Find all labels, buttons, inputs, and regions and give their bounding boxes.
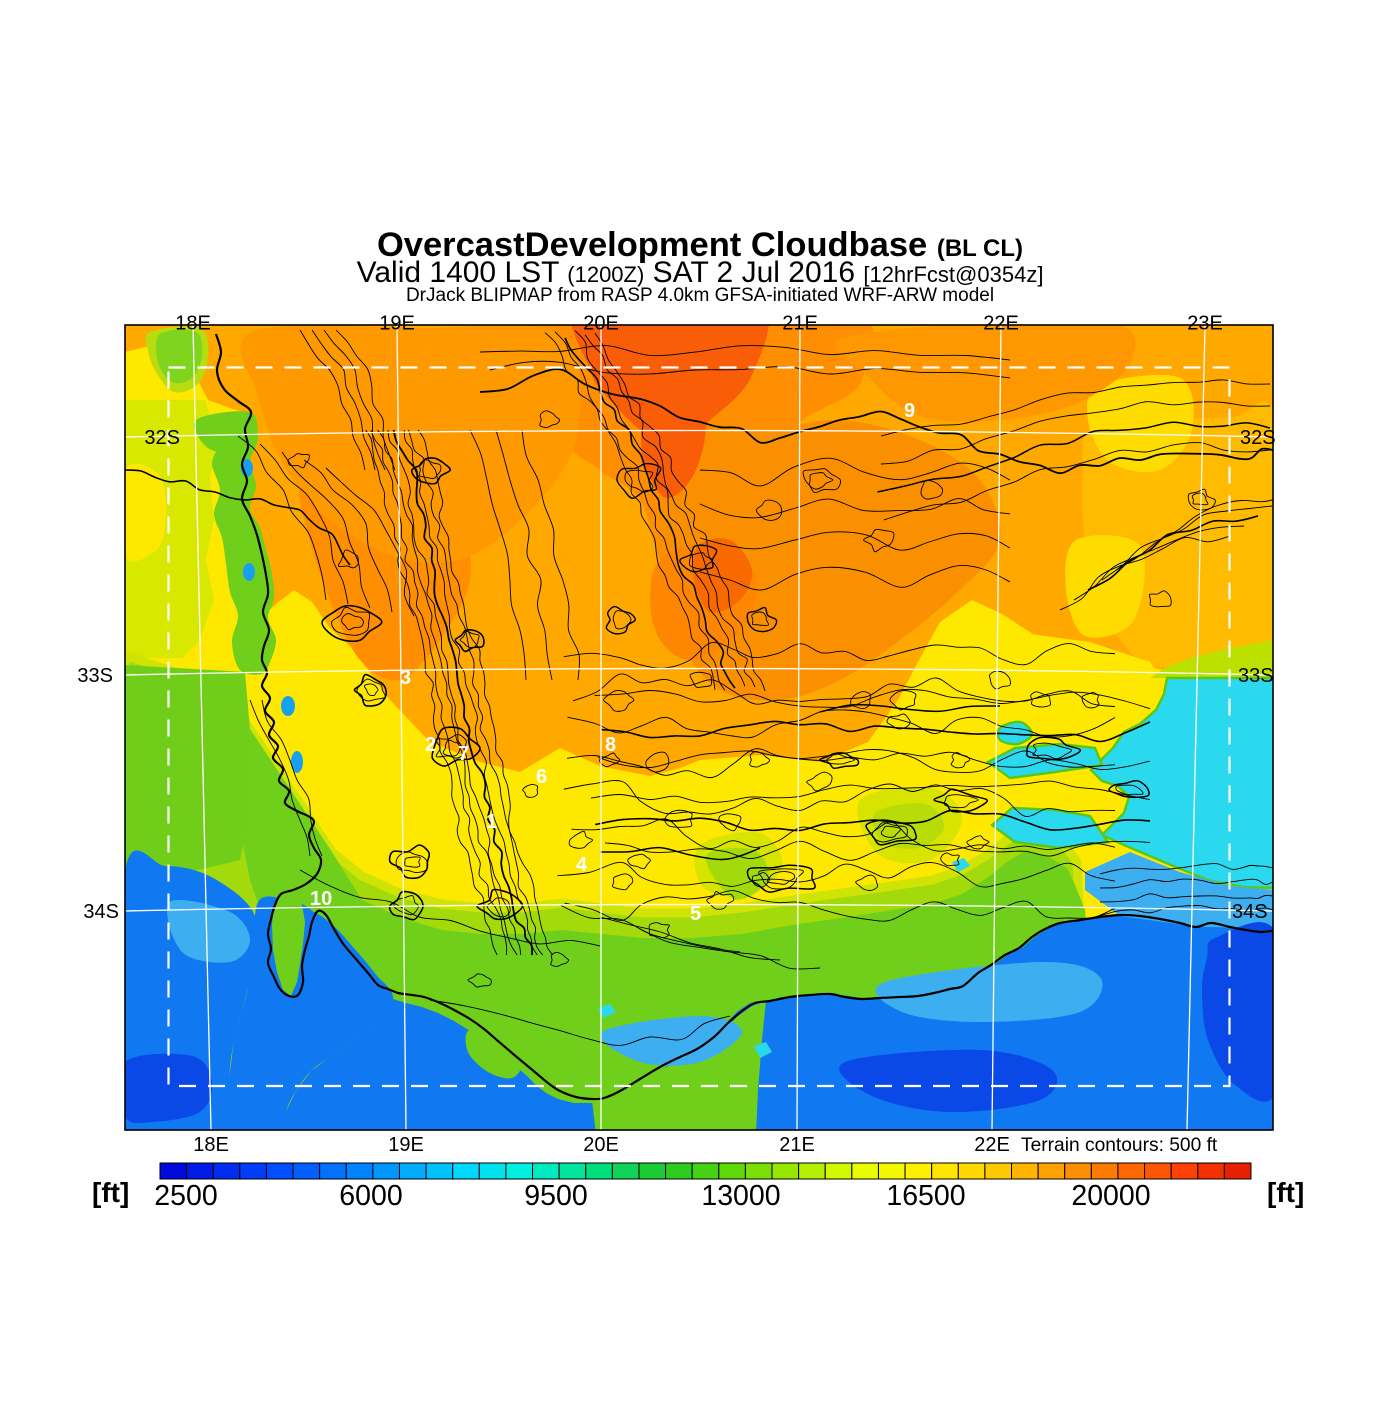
svg-text:20000: 20000 — [1071, 1180, 1150, 1212]
svg-text:OvercastDevelopment Cloudbase: OvercastDevelopment Cloudbase (BL CL) — [377, 226, 1023, 264]
svg-text:22E: 22E — [983, 313, 1019, 335]
svg-text:9: 9 — [904, 400, 915, 422]
svg-text:7: 7 — [458, 743, 469, 765]
svg-text:23E: 23E — [1187, 313, 1223, 335]
svg-text:DrJack BLIPMAP from RASP 4.0km: DrJack BLIPMAP from RASP 4.0km GFSA-init… — [406, 285, 994, 306]
svg-text:2500: 2500 — [154, 1180, 217, 1212]
svg-text:[ft]: [ft] — [92, 1177, 129, 1208]
svg-text:32S: 32S — [1240, 427, 1276, 449]
svg-text:22E: 22E — [974, 1134, 1010, 1156]
svg-text:2: 2 — [425, 734, 436, 756]
svg-text:33S: 33S — [77, 665, 113, 687]
svg-text:19E: 19E — [379, 313, 415, 335]
svg-text:10: 10 — [310, 888, 332, 910]
svg-text:8: 8 — [605, 734, 616, 756]
svg-text:18E: 18E — [193, 1134, 229, 1156]
svg-text:3: 3 — [400, 667, 411, 689]
svg-text:32S: 32S — [144, 427, 180, 449]
svg-text:20E: 20E — [583, 1134, 619, 1156]
svg-text:20E: 20E — [583, 313, 619, 335]
svg-text:Terrain contours: 500 ft: Terrain contours: 500 ft — [1021, 1135, 1218, 1156]
svg-text:9500: 9500 — [524, 1180, 587, 1212]
svg-text:Valid 1400 LST (1200Z) SAT 2 J: Valid 1400 LST (1200Z) SAT 2 Jul 2016 [1… — [357, 256, 1044, 289]
svg-text:5: 5 — [690, 903, 701, 925]
svg-text:18E: 18E — [175, 313, 211, 335]
svg-text:1: 1 — [486, 811, 497, 833]
svg-text:16500: 16500 — [886, 1180, 965, 1212]
svg-text:21E: 21E — [782, 313, 818, 335]
svg-text:6: 6 — [536, 766, 547, 788]
svg-text:33S: 33S — [1238, 665, 1274, 687]
svg-text:6000: 6000 — [339, 1180, 402, 1212]
svg-text:34S: 34S — [83, 901, 119, 923]
svg-text:19E: 19E — [388, 1134, 424, 1156]
svg-text:34S: 34S — [1232, 901, 1268, 923]
svg-text:21E: 21E — [779, 1134, 815, 1156]
svg-text:4: 4 — [576, 854, 588, 876]
svg-text:[ft]: [ft] — [1267, 1177, 1304, 1208]
svg-text:13000: 13000 — [701, 1180, 780, 1212]
